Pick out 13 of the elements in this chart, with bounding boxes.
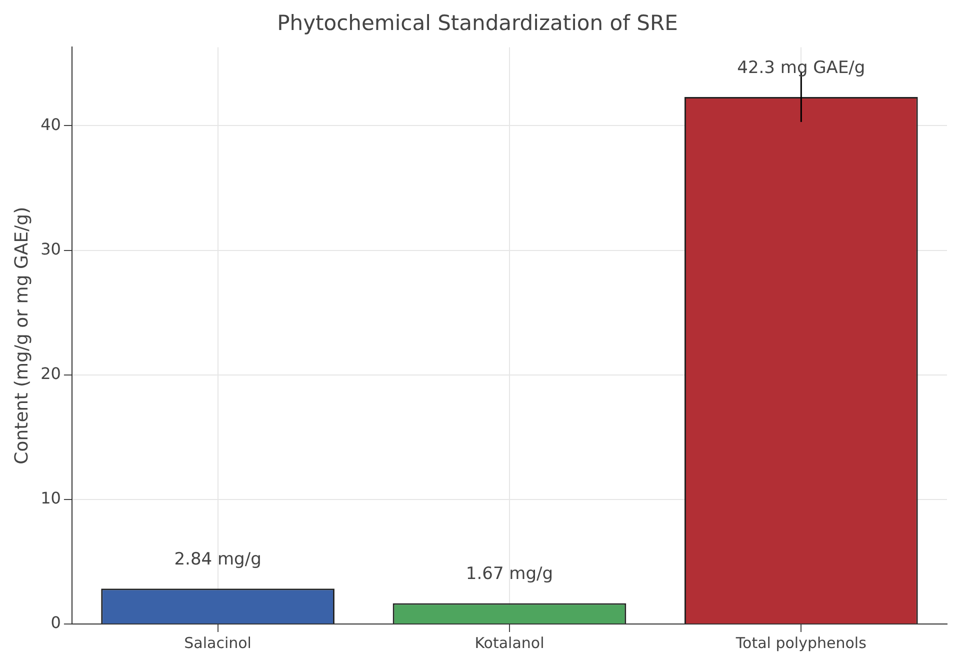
y-tick-label: 10 (40, 488, 61, 508)
data-label: 2.84 mg/g (174, 550, 262, 570)
x-tick-label: Salacinol (184, 634, 252, 652)
y-tick-label: 20 (40, 364, 61, 383)
x-tick-label: Total polyphenols (734, 634, 867, 652)
x-tick-label: Kotalanol (474, 634, 544, 652)
y-tick-label: 40 (40, 114, 61, 134)
y-tick-label: 30 (40, 239, 61, 258)
data-label: 42.3 mg GAE/g (737, 58, 866, 78)
data-label: 1.67 mg/g (466, 564, 554, 584)
y-tick-label: 0 (50, 613, 61, 632)
y-axis-title: Content (mg/g or mg GAE/g) (11, 206, 32, 464)
chart-title: Phytochemical Standardization of SRE (277, 11, 678, 36)
